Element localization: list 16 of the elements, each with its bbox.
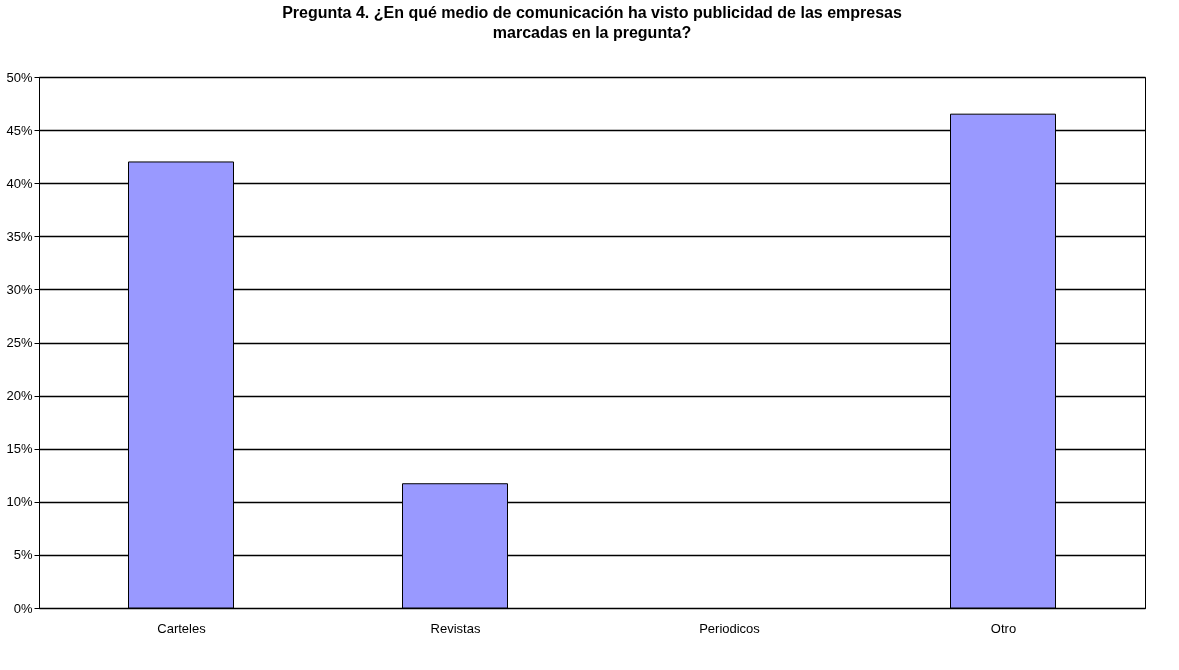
y-tick-label: 15% [6, 441, 33, 457]
y-tick-label: 40% [6, 175, 33, 191]
y-tick-label: 30% [6, 281, 33, 297]
y-tick-label: 0% [13, 600, 33, 616]
x-tick-label: Periodicos [699, 620, 761, 636]
y-tick-label: 25% [6, 335, 33, 350]
y-tick-label: 45% [6, 122, 33, 138]
chart-title: Pregunta 4. ¿En qué medio de comunicación ha visto publicidad de las empresas marcadas en la pregunta? [282, 4, 902, 41]
y-tick-label: 10% [6, 494, 33, 510]
y-tick-label: 20% [6, 388, 33, 404]
x-tick-label: Otro [990, 620, 1017, 636]
y-tick-label: 50% [6, 69, 33, 85]
y-tick-label: 35% [6, 228, 33, 244]
x-tick-label: Carteles [157, 620, 207, 636]
x-tick-label: Revistas [430, 620, 481, 636]
y-tick-label: 5% [13, 547, 33, 563]
